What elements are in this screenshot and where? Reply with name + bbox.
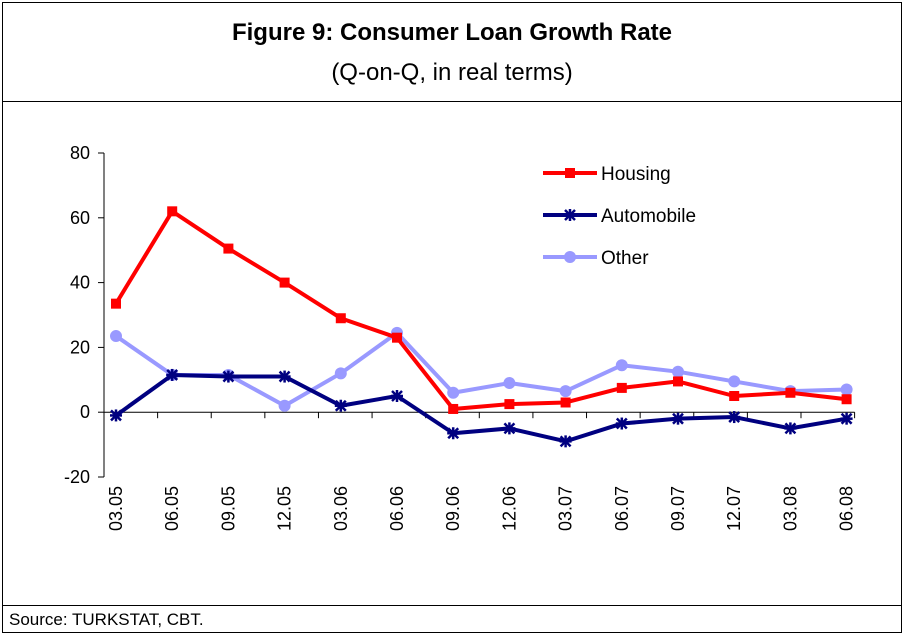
data-point-automobile bbox=[334, 399, 347, 412]
data-point-other bbox=[615, 359, 628, 372]
data-point-other bbox=[728, 375, 741, 388]
y-tick-label: 40 bbox=[70, 273, 90, 293]
data-point-housing bbox=[279, 277, 290, 288]
data-point-other bbox=[840, 383, 853, 396]
data-point-other bbox=[503, 377, 516, 390]
figure-title: Figure 9: Consumer Loan Growth Rate bbox=[231, 19, 673, 46]
data-point-automobile bbox=[110, 409, 122, 422]
data-point-other bbox=[334, 367, 347, 380]
x-tick-label: 12.05 bbox=[275, 486, 295, 531]
data-point-housing bbox=[560, 397, 571, 408]
x-tick-label: 06.06 bbox=[387, 486, 407, 531]
x-tick-label: 06.05 bbox=[162, 486, 182, 531]
data-point-housing bbox=[392, 332, 402, 343]
data-point-housing bbox=[841, 394, 852, 405]
x-tick-label: 09.06 bbox=[443, 486, 463, 531]
series-line-automobile bbox=[114, 372, 847, 444]
data-point-housing bbox=[504, 399, 515, 410]
data-point-housing bbox=[167, 206, 178, 217]
y-tick-label: 80 bbox=[70, 143, 90, 163]
source-note: Source: TURKSTAT, CBT. bbox=[9, 610, 204, 629]
x-tick-label: 06.07 bbox=[612, 486, 632, 531]
figure-subtitle: (Q-on-Q, in real terms) bbox=[331, 59, 573, 86]
legend-label-housing: Housing bbox=[601, 164, 671, 185]
y-tick-label: 0 bbox=[80, 402, 90, 422]
data-point-housing bbox=[729, 391, 740, 401]
y-tick-label: 60 bbox=[70, 208, 90, 228]
data-point-other bbox=[672, 365, 684, 378]
data-point-housing bbox=[223, 243, 234, 254]
x-tick-label: 09.05 bbox=[218, 486, 238, 531]
legend-label-automobile: Automobile bbox=[601, 206, 696, 227]
data-point-automobile bbox=[615, 417, 628, 430]
x-tick-label: 03.08 bbox=[780, 486, 800, 531]
data-point-housing bbox=[673, 376, 683, 387]
data-point-housing bbox=[111, 298, 121, 309]
y-tick-label: -20 bbox=[64, 467, 90, 487]
data-point-other bbox=[559, 385, 572, 398]
x-tick-label: 12.07 bbox=[724, 486, 744, 531]
data-point-other bbox=[447, 386, 460, 399]
x-tick-label: 06.08 bbox=[837, 486, 857, 531]
y-tick-label: 20 bbox=[70, 337, 90, 357]
data-point-automobile bbox=[672, 412, 684, 425]
legend-marker-other bbox=[564, 251, 576, 263]
data-point-other bbox=[110, 330, 122, 343]
x-tick-label: 03.05 bbox=[106, 486, 126, 531]
data-point-other bbox=[278, 399, 291, 412]
x-tick-label: 09.07 bbox=[668, 486, 688, 531]
data-point-automobile bbox=[559, 435, 572, 448]
legend-marker-housing bbox=[565, 168, 575, 178]
legend-label-other: Other bbox=[601, 248, 649, 269]
data-point-automobile bbox=[222, 370, 235, 383]
data-point-automobile bbox=[166, 368, 179, 381]
data-point-automobile bbox=[784, 422, 797, 435]
data-point-automobile bbox=[728, 411, 741, 424]
legend-marker-automobile bbox=[564, 209, 576, 221]
x-tick-label: 03.07 bbox=[556, 486, 576, 531]
data-point-housing bbox=[448, 403, 459, 414]
series-line-housing bbox=[114, 209, 847, 411]
data-point-automobile bbox=[391, 390, 403, 402]
series-line-other bbox=[114, 330, 847, 408]
data-point-housing bbox=[785, 387, 796, 398]
data-point-automobile bbox=[840, 412, 853, 425]
data-point-automobile bbox=[503, 422, 516, 435]
figure-footer: Source: TURKSTAT, CBT. bbox=[3, 605, 901, 632]
x-tick-label: 12.06 bbox=[499, 486, 519, 531]
data-point-automobile bbox=[447, 427, 460, 440]
data-point-housing bbox=[616, 382, 627, 393]
x-tick-label: 03.06 bbox=[331, 486, 351, 531]
data-point-housing bbox=[335, 313, 346, 324]
figure-header: Figure 9: Consumer Loan Growth Rate (Q-o… bbox=[3, 3, 901, 102]
data-point-automobile bbox=[278, 370, 291, 383]
